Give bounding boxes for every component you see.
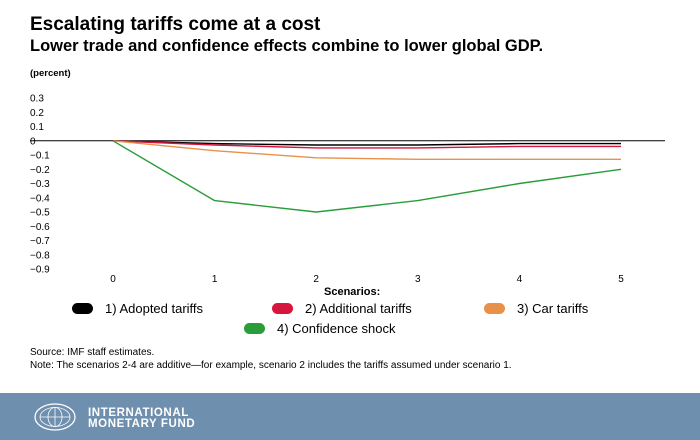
legend-item-confidence-shock: 4) Confidence shock bbox=[244, 321, 396, 336]
chart-title: Escalating tariffs come at a cost bbox=[30, 14, 321, 35]
chart-notes: Source: IMF staff estimates. Note: The s… bbox=[30, 347, 680, 372]
y-tick-label: 0.2 bbox=[30, 108, 44, 119]
y-tick-label: 0.1 bbox=[30, 122, 44, 133]
y-tick-label: 0.3 bbox=[30, 94, 44, 105]
y-tick-label: −0.3 bbox=[30, 179, 50, 190]
x-tick-label: 5 bbox=[618, 274, 624, 285]
organization-name: INTERNATIONAL MONETARY FUND bbox=[88, 407, 196, 430]
y-tick-label: −0.9 bbox=[30, 265, 50, 276]
y-tick-label: −0.7 bbox=[30, 236, 50, 247]
legend-label: 4) Confidence shock bbox=[277, 321, 396, 336]
legend-item-car-tariffs: 3) Car tariffs bbox=[484, 301, 588, 316]
chart-subtitle: Lower trade and confidence effects combi… bbox=[30, 37, 544, 55]
legend-label: 2) Additional tariffs bbox=[305, 301, 412, 316]
legend-swatch bbox=[272, 303, 293, 314]
x-tick-label: 3 bbox=[415, 274, 421, 285]
legend-item-additional-tariffs: 2) Additional tariffs bbox=[272, 301, 412, 316]
y-tick-label: −0.4 bbox=[30, 193, 50, 204]
series-line-2 bbox=[112, 140, 621, 149]
x-tick-label: 1 bbox=[212, 274, 218, 285]
series-line-3 bbox=[112, 140, 621, 161]
line-chart: 0.3 0.2 0.1 0 −0.1 −0.2 −0.3 −0.4 −0.5 −0.6 −0.7 −0… bbox=[30, 94, 665, 285]
x-tick-label: 4 bbox=[517, 274, 523, 285]
organization-name-line2: MONETARY FUND bbox=[88, 418, 196, 430]
y-tick-label: −0.8 bbox=[30, 250, 50, 261]
y-tick-label: −0.1 bbox=[30, 151, 50, 162]
legend-title: Scenarios: bbox=[324, 286, 381, 298]
y-tick-label: −0.6 bbox=[30, 222, 50, 233]
x-tick-label: 0 bbox=[110, 274, 116, 285]
footnote: Note: The scenarios 2-4 are additive—for… bbox=[30, 359, 512, 371]
legend-label: 1) Adopted tariffs bbox=[105, 301, 204, 316]
organization-name-line1: INTERNATIONAL bbox=[88, 407, 189, 419]
legend-swatch bbox=[484, 303, 505, 314]
y-tick-label: −0.2 bbox=[30, 165, 50, 176]
legend-item-adopted-tariffs: 1) Adopted tariffs bbox=[72, 301, 203, 316]
legend-label: 3) Car tariffs bbox=[517, 301, 589, 316]
footer-bar: INTERNATIONAL MONETARY FUND bbox=[0, 393, 700, 440]
imf-seal-icon bbox=[34, 403, 76, 431]
series-line-4 bbox=[112, 140, 622, 213]
y-tick-label: −0.5 bbox=[30, 208, 50, 219]
x-tick-label: 2 bbox=[313, 274, 319, 285]
legend-swatch bbox=[244, 323, 265, 334]
series-line-1 bbox=[112, 140, 621, 146]
legend-swatch bbox=[72, 303, 93, 314]
source-note: Source: IMF staff estimates. bbox=[30, 347, 155, 358]
unit-label: (percent) bbox=[30, 68, 71, 79]
y-tick-label: 0 bbox=[30, 136, 36, 147]
